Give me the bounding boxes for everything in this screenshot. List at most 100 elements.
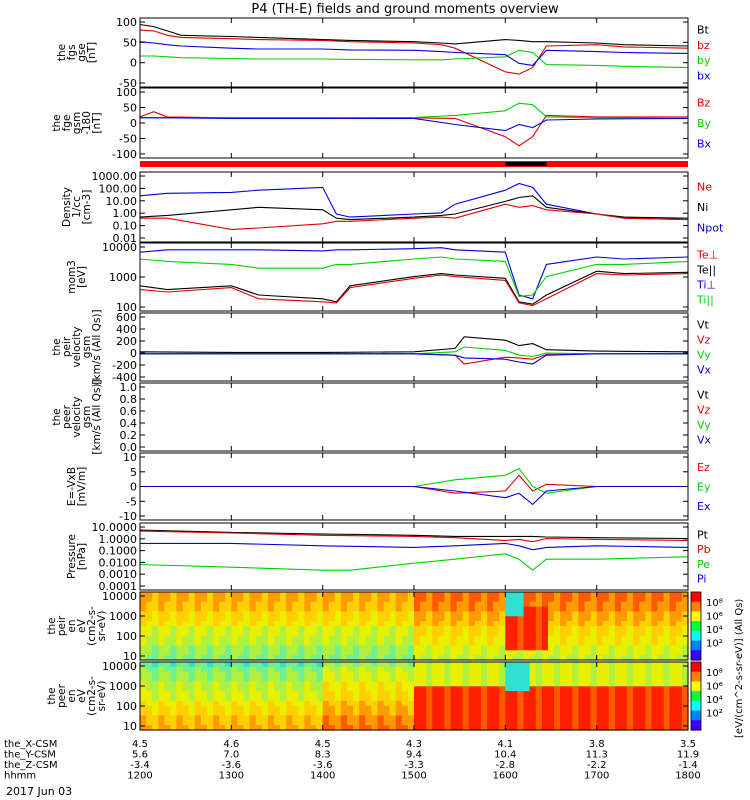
heatmap-cell xyxy=(621,720,628,726)
heatmap-cell xyxy=(511,621,519,627)
heatmap-cell xyxy=(140,710,147,717)
heatmap-cell xyxy=(414,601,421,608)
heatmap-cell xyxy=(170,662,178,668)
colorbar-swatch xyxy=(691,720,701,731)
heatmap-cell xyxy=(493,592,500,598)
heatmap-cell xyxy=(675,700,683,707)
heatmap-cell xyxy=(499,725,506,731)
heatmap-cell xyxy=(194,700,202,707)
heatmap-cell xyxy=(292,686,299,692)
heatmap-cell xyxy=(158,671,165,678)
heatmap-cell xyxy=(188,616,196,622)
heatmap-cell xyxy=(450,626,458,632)
heatmap-cell xyxy=(481,725,488,731)
heatmap-cell xyxy=(633,715,640,721)
heatmap-cell xyxy=(207,606,214,613)
heatmap-cell xyxy=(243,626,251,632)
y-tick-label: 100.00 xyxy=(99,182,138,195)
heatmap-cell xyxy=(608,666,616,673)
heatmap-cell xyxy=(602,611,610,617)
heatmap-cell xyxy=(304,596,312,603)
heatmap-cell xyxy=(243,640,251,647)
heatmap-cell xyxy=(310,676,318,683)
heatmap-cell xyxy=(523,725,531,731)
heatmap-cell xyxy=(249,710,257,717)
heatmap-cell xyxy=(511,676,519,683)
heatmap-cell xyxy=(590,645,598,651)
heatmap-cell xyxy=(383,596,391,603)
heatmap-cell xyxy=(663,592,671,598)
heatmap-cell xyxy=(231,616,238,622)
heatmap-cell xyxy=(633,635,640,642)
heatmap-cell xyxy=(657,650,665,656)
heatmap-cell xyxy=(468,662,476,668)
heatmap-cell xyxy=(499,635,506,642)
heatmap-cell xyxy=(322,592,330,598)
heatmap-cell xyxy=(377,606,385,613)
heatmap-cell xyxy=(249,640,257,647)
heatmap-cell xyxy=(426,616,433,622)
heatmap-cell xyxy=(681,640,689,647)
heatmap-cell xyxy=(621,725,628,731)
heatmap-cell xyxy=(505,626,512,632)
heatmap-cell xyxy=(474,720,482,726)
heatmap-cell xyxy=(280,720,287,726)
heatmap-cell xyxy=(590,662,598,668)
heatmap-cell xyxy=(359,686,366,692)
heatmap-cell xyxy=(170,715,178,721)
panel-velocity: 6004002000-200-400thepeirvelocitygsm[km/… xyxy=(51,309,712,384)
y-tick-label: 10000 xyxy=(102,241,137,254)
heatmap-cell xyxy=(602,681,610,687)
heatmap-cell xyxy=(633,601,640,608)
heatmap-cell xyxy=(560,710,567,717)
heatmap-cell xyxy=(505,662,512,668)
heatmap-cell xyxy=(371,611,379,617)
heatmap-cell xyxy=(274,666,281,673)
heatmap-cell xyxy=(590,616,598,622)
heatmap-cell xyxy=(645,630,653,637)
heatmap-cell xyxy=(267,640,275,647)
heatmap-cell xyxy=(164,662,172,668)
heatmap-cell xyxy=(529,626,537,632)
heatmap-cell xyxy=(614,662,622,668)
heatmap-cell xyxy=(207,655,214,661)
heatmap-cell xyxy=(614,681,622,687)
heatmap-cell xyxy=(267,715,275,721)
heatmap-cell xyxy=(675,681,683,687)
heatmap-cell xyxy=(487,671,494,678)
heatmap-cell xyxy=(432,710,439,717)
heatmap-cell xyxy=(158,640,165,647)
heatmap-cell xyxy=(608,640,616,647)
heatmap-cell xyxy=(310,601,318,608)
heatmap-cell xyxy=(426,691,433,697)
heatmap-cell xyxy=(541,606,549,613)
heatmap-cell xyxy=(158,650,165,656)
heatmap-cell xyxy=(468,705,476,712)
heatmap-cell xyxy=(639,710,646,717)
heatmap-cell xyxy=(633,725,640,731)
heatmap-cell xyxy=(176,630,184,637)
heatmap-cell xyxy=(590,686,598,692)
heatmap-cell xyxy=(365,671,372,678)
heatmap-cell xyxy=(347,616,354,622)
heatmap-cell xyxy=(657,666,665,673)
heatmap-cell xyxy=(164,645,172,651)
y-axis-label: fgs xyxy=(66,45,78,61)
heatmap-cell xyxy=(347,655,354,661)
heatmap-cell xyxy=(669,592,677,598)
heatmap-cell xyxy=(188,601,196,608)
heatmap-cell xyxy=(432,592,439,598)
heatmap-cell xyxy=(529,650,537,656)
heatmap-cell xyxy=(310,630,318,637)
legend-entry: Ni xyxy=(697,201,708,214)
heatmap-cell xyxy=(146,650,153,656)
heatmap-cell xyxy=(414,676,421,683)
heatmap-cell xyxy=(267,681,275,687)
heatmap-cell xyxy=(267,671,275,678)
heatmap-cell xyxy=(663,616,671,622)
heatmap-cell xyxy=(395,635,403,642)
heatmap-cell xyxy=(523,601,531,608)
heatmap-cell xyxy=(572,626,579,632)
heatmap-cell xyxy=(493,676,500,683)
